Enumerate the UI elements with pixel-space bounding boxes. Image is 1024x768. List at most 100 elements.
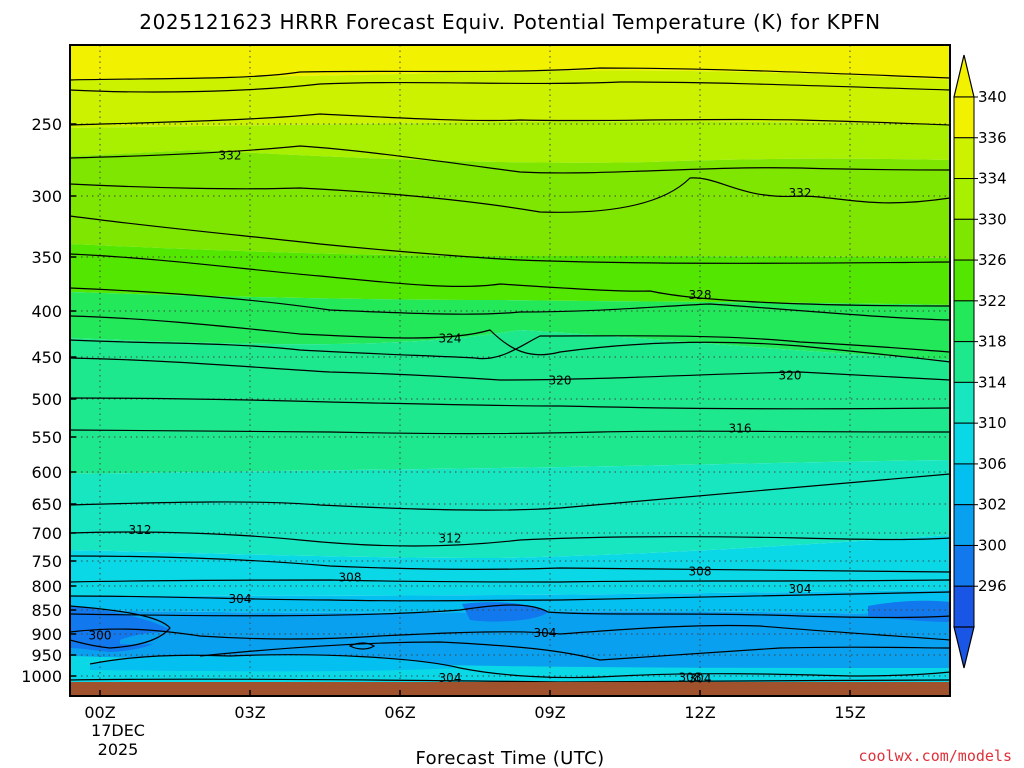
- y-tick-label: 950: [31, 646, 62, 665]
- contour-line: [70, 113, 950, 126]
- colorbar-segment: [953, 218, 975, 261]
- color-band: [70, 70, 950, 128]
- colorbar-tick-label: 330: [978, 210, 1007, 228]
- y-tick-label: 800: [31, 577, 62, 596]
- contour-line: [70, 145, 950, 174]
- surface-terrain: [70, 682, 950, 696]
- contour-label: 328: [689, 288, 712, 302]
- color-band: [90, 654, 460, 672]
- contour-label: 308: [679, 670, 702, 684]
- colorbar-segment: [953, 259, 975, 302]
- contour-line: [70, 604, 950, 619]
- x-axis-label: Forecast Time (UTC): [416, 748, 605, 768]
- contour-line: [70, 473, 950, 511]
- contour-line: [199, 641, 950, 661]
- contour-line: [70, 624, 950, 641]
- y-tick-label: 400: [31, 302, 62, 321]
- y-tick-label: 1000: [21, 667, 62, 686]
- colorbar-segment: [953, 341, 975, 383]
- colorbar-segment: [953, 504, 975, 546]
- color-band: [70, 330, 950, 474]
- y-tick-label: 600: [31, 463, 62, 482]
- contour-label: 304: [439, 671, 462, 685]
- y-tick-label: 750: [31, 552, 62, 571]
- colorbar-tick-label: 300: [978, 536, 1007, 554]
- contour-line: [70, 67, 950, 81]
- colorbar-segment: [953, 585, 975, 628]
- contour-label: 304: [534, 626, 557, 640]
- credit-text[interactable]: coolwx.com/models: [858, 747, 1012, 765]
- contour-lines: [70, 67, 950, 683]
- y-tick-label: 250: [31, 115, 62, 134]
- contour-label: 312: [439, 532, 462, 546]
- contour-label: 304: [229, 592, 252, 606]
- contour-label: 312: [129, 523, 152, 537]
- contour-label: 304: [689, 672, 712, 686]
- color-band: [70, 244, 950, 305]
- colorbar-tick-label: 296: [978, 577, 1007, 595]
- y-tick-label: 450: [31, 348, 62, 367]
- color-band: [70, 150, 950, 258]
- contour-line: [70, 335, 950, 360]
- plot-area: [70, 45, 950, 696]
- colorbar-segment: [953, 178, 975, 220]
- contour-line: [70, 253, 950, 307]
- color-band: [70, 121, 950, 163]
- contour-line: [348, 642, 376, 650]
- colorbar-arrow-bottom: [953, 626, 975, 669]
- contour-line: [70, 177, 950, 213]
- contour-label: 308: [339, 571, 362, 585]
- contour-label: 304: [789, 582, 812, 596]
- plot-frame: [69, 44, 951, 697]
- contour-line: [70, 315, 950, 363]
- contour-line: [70, 81, 950, 93]
- colorbar-segment: [953, 422, 975, 465]
- chart-title: 2025121623 HRRR Forecast Equiv. Potentia…: [139, 10, 880, 34]
- contour-label: 316: [729, 422, 752, 436]
- y-tick-label: 900: [31, 625, 62, 644]
- contour-line: [70, 429, 950, 435]
- contour-line: [70, 357, 950, 381]
- y-tick-label: 850: [31, 601, 62, 620]
- x-tick-label: 06Z: [384, 703, 415, 722]
- contour-line: [70, 605, 171, 649]
- colorbar-segment: [953, 544, 975, 587]
- y-tick-label: 350: [31, 248, 62, 267]
- colorbar-tick-label: 314: [978, 373, 1007, 391]
- contour-label: 320: [779, 368, 802, 382]
- colorbar-segment: [953, 300, 975, 343]
- colorbar-segment: [953, 137, 975, 180]
- contour-line: [70, 555, 950, 573]
- x-tick-label: 00Z: [84, 703, 115, 722]
- grid-lines: [70, 45, 950, 696]
- colorbar-tick-label: 310: [978, 414, 1007, 432]
- contour-line: [70, 579, 950, 583]
- colorbar-tick-label: 318: [978, 333, 1007, 351]
- y-tick-label: 300: [31, 187, 62, 206]
- contour-label: 332: [789, 186, 812, 200]
- color-band: [70, 45, 950, 80]
- colorbar-tick-label: 340: [978, 88, 1007, 106]
- y-tick-label: 700: [31, 524, 62, 543]
- y-axis: 250 300 350 400 450 500 550 600 650 700 750 800 850 9…: [21, 115, 76, 686]
- colorbar: 340 336 334 330 326 322 318 314 310 306 302 300 296: [953, 54, 1007, 669]
- contour-line: [70, 591, 950, 602]
- colorbar-tick-label: 306: [978, 455, 1007, 473]
- contour-line: [70, 531, 950, 547]
- x-tick-label: 09Z: [534, 703, 565, 722]
- y-tick-label: 550: [31, 428, 62, 447]
- y-tick-label: 500: [31, 390, 62, 409]
- x-tick-label: 03Z: [234, 703, 265, 722]
- colorbar-tick-label: 322: [978, 292, 1007, 310]
- colorbar-tick-label: 334: [978, 170, 1007, 188]
- colorbar-tick-label: 302: [978, 496, 1007, 514]
- contour-line: [70, 287, 950, 321]
- contour-label: 308: [689, 565, 712, 579]
- colorbar-segment: [953, 463, 975, 506]
- contour-line: [70, 215, 950, 264]
- start-date-year: 2025: [98, 740, 139, 759]
- contour-line: [70, 678, 950, 683]
- x-tick-label: 15Z: [834, 703, 865, 722]
